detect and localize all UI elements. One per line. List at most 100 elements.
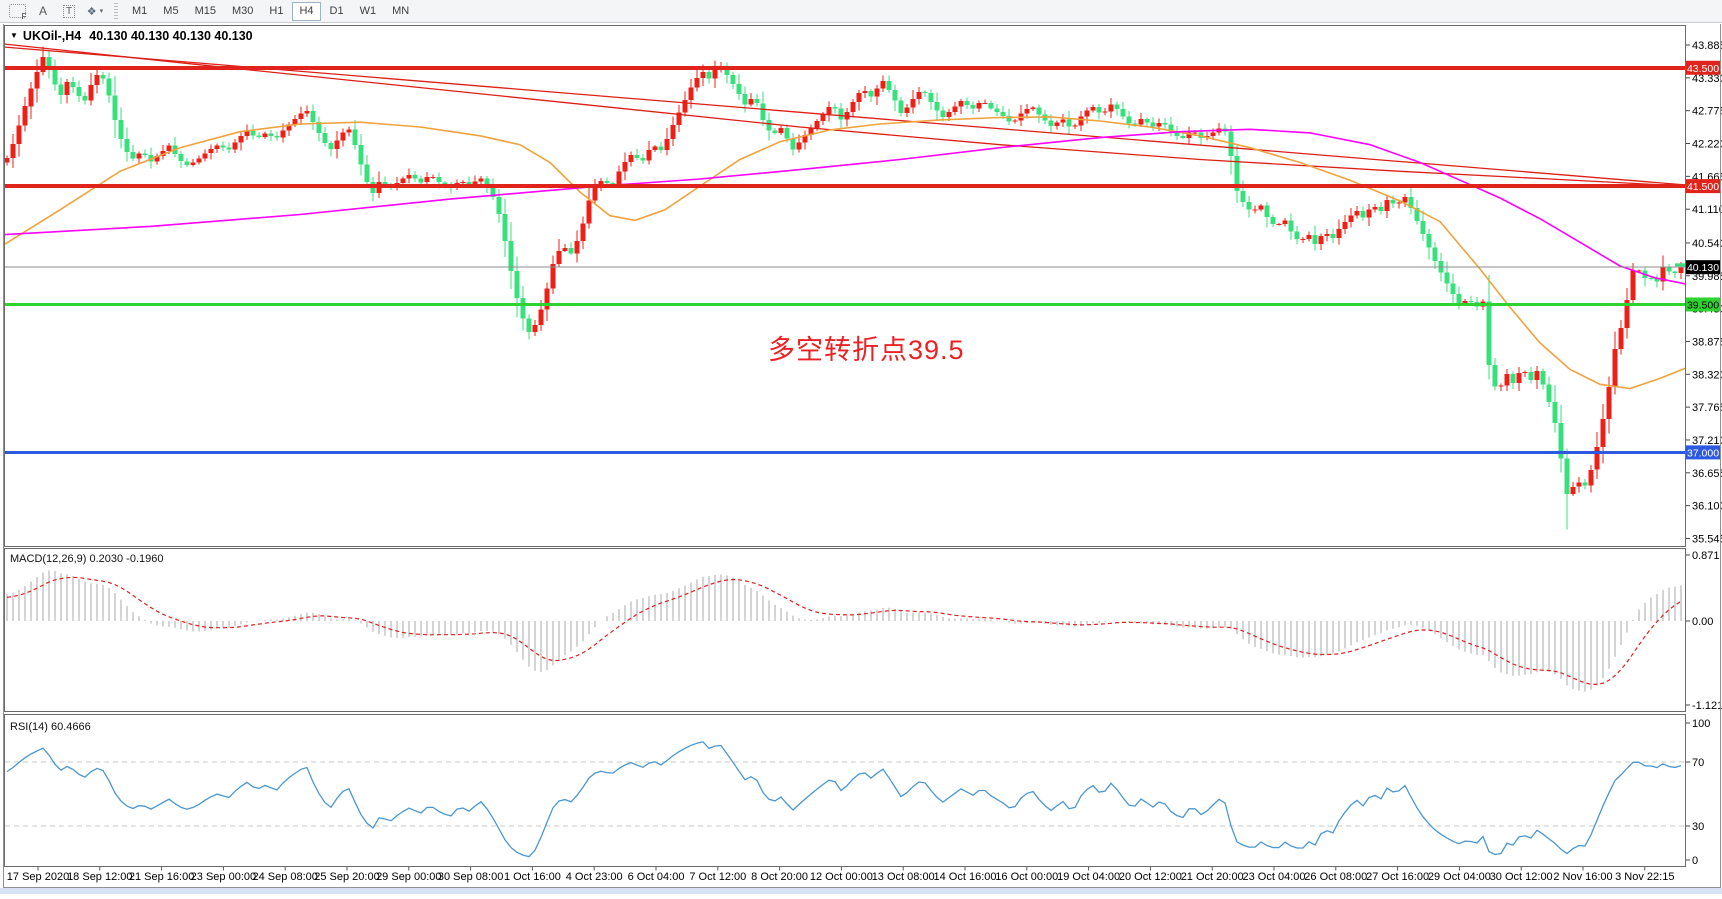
candle-body [724, 67, 730, 76]
candle-body [1600, 419, 1606, 447]
candle-body [178, 153, 184, 162]
magenta-ma-line[interactable] [5, 128, 1685, 285]
date-axis-label: 12 Oct 00:00 [810, 871, 873, 883]
timeframe-MN[interactable]: MN [392, 5, 410, 17]
chevron-down-icon[interactable]: ▾ [99, 8, 104, 15]
timeframe-H1[interactable]: H1 [269, 5, 284, 17]
candle-body [1618, 328, 1624, 350]
macd-axis-label: 0.871 [1692, 550, 1720, 562]
timeframe-M1[interactable]: M1 [132, 5, 148, 17]
red-trendline[interactable] [5, 46, 1685, 186]
candle-body [646, 150, 652, 161]
candle-body [1444, 272, 1450, 284]
candle-body [118, 119, 124, 139]
candle-body [256, 135, 262, 138]
candle-body [940, 110, 946, 118]
candle-body [628, 154, 634, 162]
timeframe-M30[interactable]: M30 [231, 5, 254, 17]
fibonacci-tool-button[interactable]: F [6, 2, 28, 21]
candle-body [40, 57, 46, 73]
candle-body [1504, 374, 1510, 386]
macd-layer [6, 570, 1682, 692]
candle-body [1654, 278, 1660, 282]
macd-panel-border [4, 548, 1686, 712]
rsi-axis-label: 100 [1692, 718, 1710, 730]
candle-body [946, 111, 952, 118]
date-axis-label: 30 Oct 12:00 [1490, 871, 1553, 883]
candle-body [592, 186, 598, 201]
timeframe-M15[interactable]: M15 [194, 5, 216, 17]
candle-body [232, 142, 238, 150]
rsi-axis-label: 30 [1692, 821, 1704, 833]
timeframe-M5[interactable]: M5 [163, 5, 179, 17]
candle-body [748, 98, 754, 105]
toolbar-grip[interactable] [114, 3, 118, 19]
candle-body [1612, 349, 1618, 387]
price-axis-label: 43.330 [1692, 73, 1722, 85]
candle-body [1240, 190, 1246, 202]
candle-body [364, 164, 370, 183]
candle-body [100, 75, 106, 79]
candle-body [1462, 300, 1468, 303]
candle-body [616, 171, 622, 184]
red-long-ma-line[interactable] [5, 43, 1685, 187]
price-axis-label: 37.765 [1692, 402, 1722, 414]
candle-body [1174, 131, 1180, 136]
candle-body [1396, 202, 1402, 204]
candle-body [328, 143, 334, 150]
date-axis-label: 3 Nov 22:15 [1615, 871, 1674, 883]
fibonacci-icon: F [8, 4, 27, 21]
label-tool-button[interactable]: T [58, 2, 80, 20]
text-tool-button[interactable]: A [32, 2, 54, 20]
candle-body [1318, 236, 1324, 244]
candle-body [568, 248, 574, 254]
candle-body [1288, 220, 1294, 232]
date-axis-label: 29 Sep 00:00 [376, 871, 441, 883]
candle-body [586, 200, 592, 224]
candle-body [526, 318, 532, 332]
candle-body [1348, 215, 1354, 222]
candle-body [412, 174, 418, 179]
candle-body [694, 78, 700, 88]
timeframe-buttons: M1 M5 M15 M30 H1 H4 D1 W1 MN [124, 1, 417, 21]
price-badge [1686, 260, 1720, 275]
price-axis-label: 36.655 [1692, 468, 1722, 480]
orange-ma-line[interactable] [5, 116, 1685, 390]
candle-body [1012, 120, 1018, 122]
candle-body [1402, 196, 1408, 203]
candle-body [550, 264, 556, 289]
date-axis-label: 29 Oct 04:00 [1428, 871, 1491, 883]
date-axis-label: 20 Oct 12:00 [1119, 871, 1182, 883]
candle-body [1330, 233, 1336, 238]
timeframe-D1[interactable]: D1 [329, 5, 344, 17]
price-badge [1686, 179, 1720, 194]
candle-body [796, 142, 802, 150]
candle-body [1156, 122, 1162, 127]
price-badge [1686, 297, 1720, 312]
candle-body [1534, 371, 1540, 380]
candle-body [484, 178, 490, 186]
timeframe-W1[interactable]: W1 [359, 5, 377, 17]
candle-body [1090, 107, 1096, 111]
candle-body [1078, 116, 1084, 126]
candle-body [304, 111, 310, 114]
candle-body [1354, 210, 1360, 216]
chart-menu-triangle[interactable]: ▼ [10, 31, 18, 40]
candle-body [1432, 247, 1438, 261]
candle-body [1576, 482, 1582, 487]
candle-body [532, 324, 538, 332]
candle-body [82, 95, 88, 101]
arrows-tool-button[interactable]: ❖ ▾ [84, 2, 106, 20]
price-badges-layer: 43.500 41.500 40.130 39.500 37.000 [1675, 60, 1720, 460]
macd-label: MACD(12,26,9) 0.2030 -0.1960 [10, 553, 163, 565]
rsi-label: RSI(14) 60.4666 [10, 721, 91, 733]
timeframe-H4[interactable]: H4 [292, 1, 321, 21]
candle-body [610, 183, 616, 185]
price-badge-label: 39.500 [1687, 299, 1719, 311]
candle-body [622, 161, 628, 172]
date-axis-label: 13 Oct 08:00 [872, 871, 935, 883]
candle-body [1672, 271, 1678, 274]
candle-body [1390, 199, 1396, 204]
candle-body [1000, 112, 1006, 116]
